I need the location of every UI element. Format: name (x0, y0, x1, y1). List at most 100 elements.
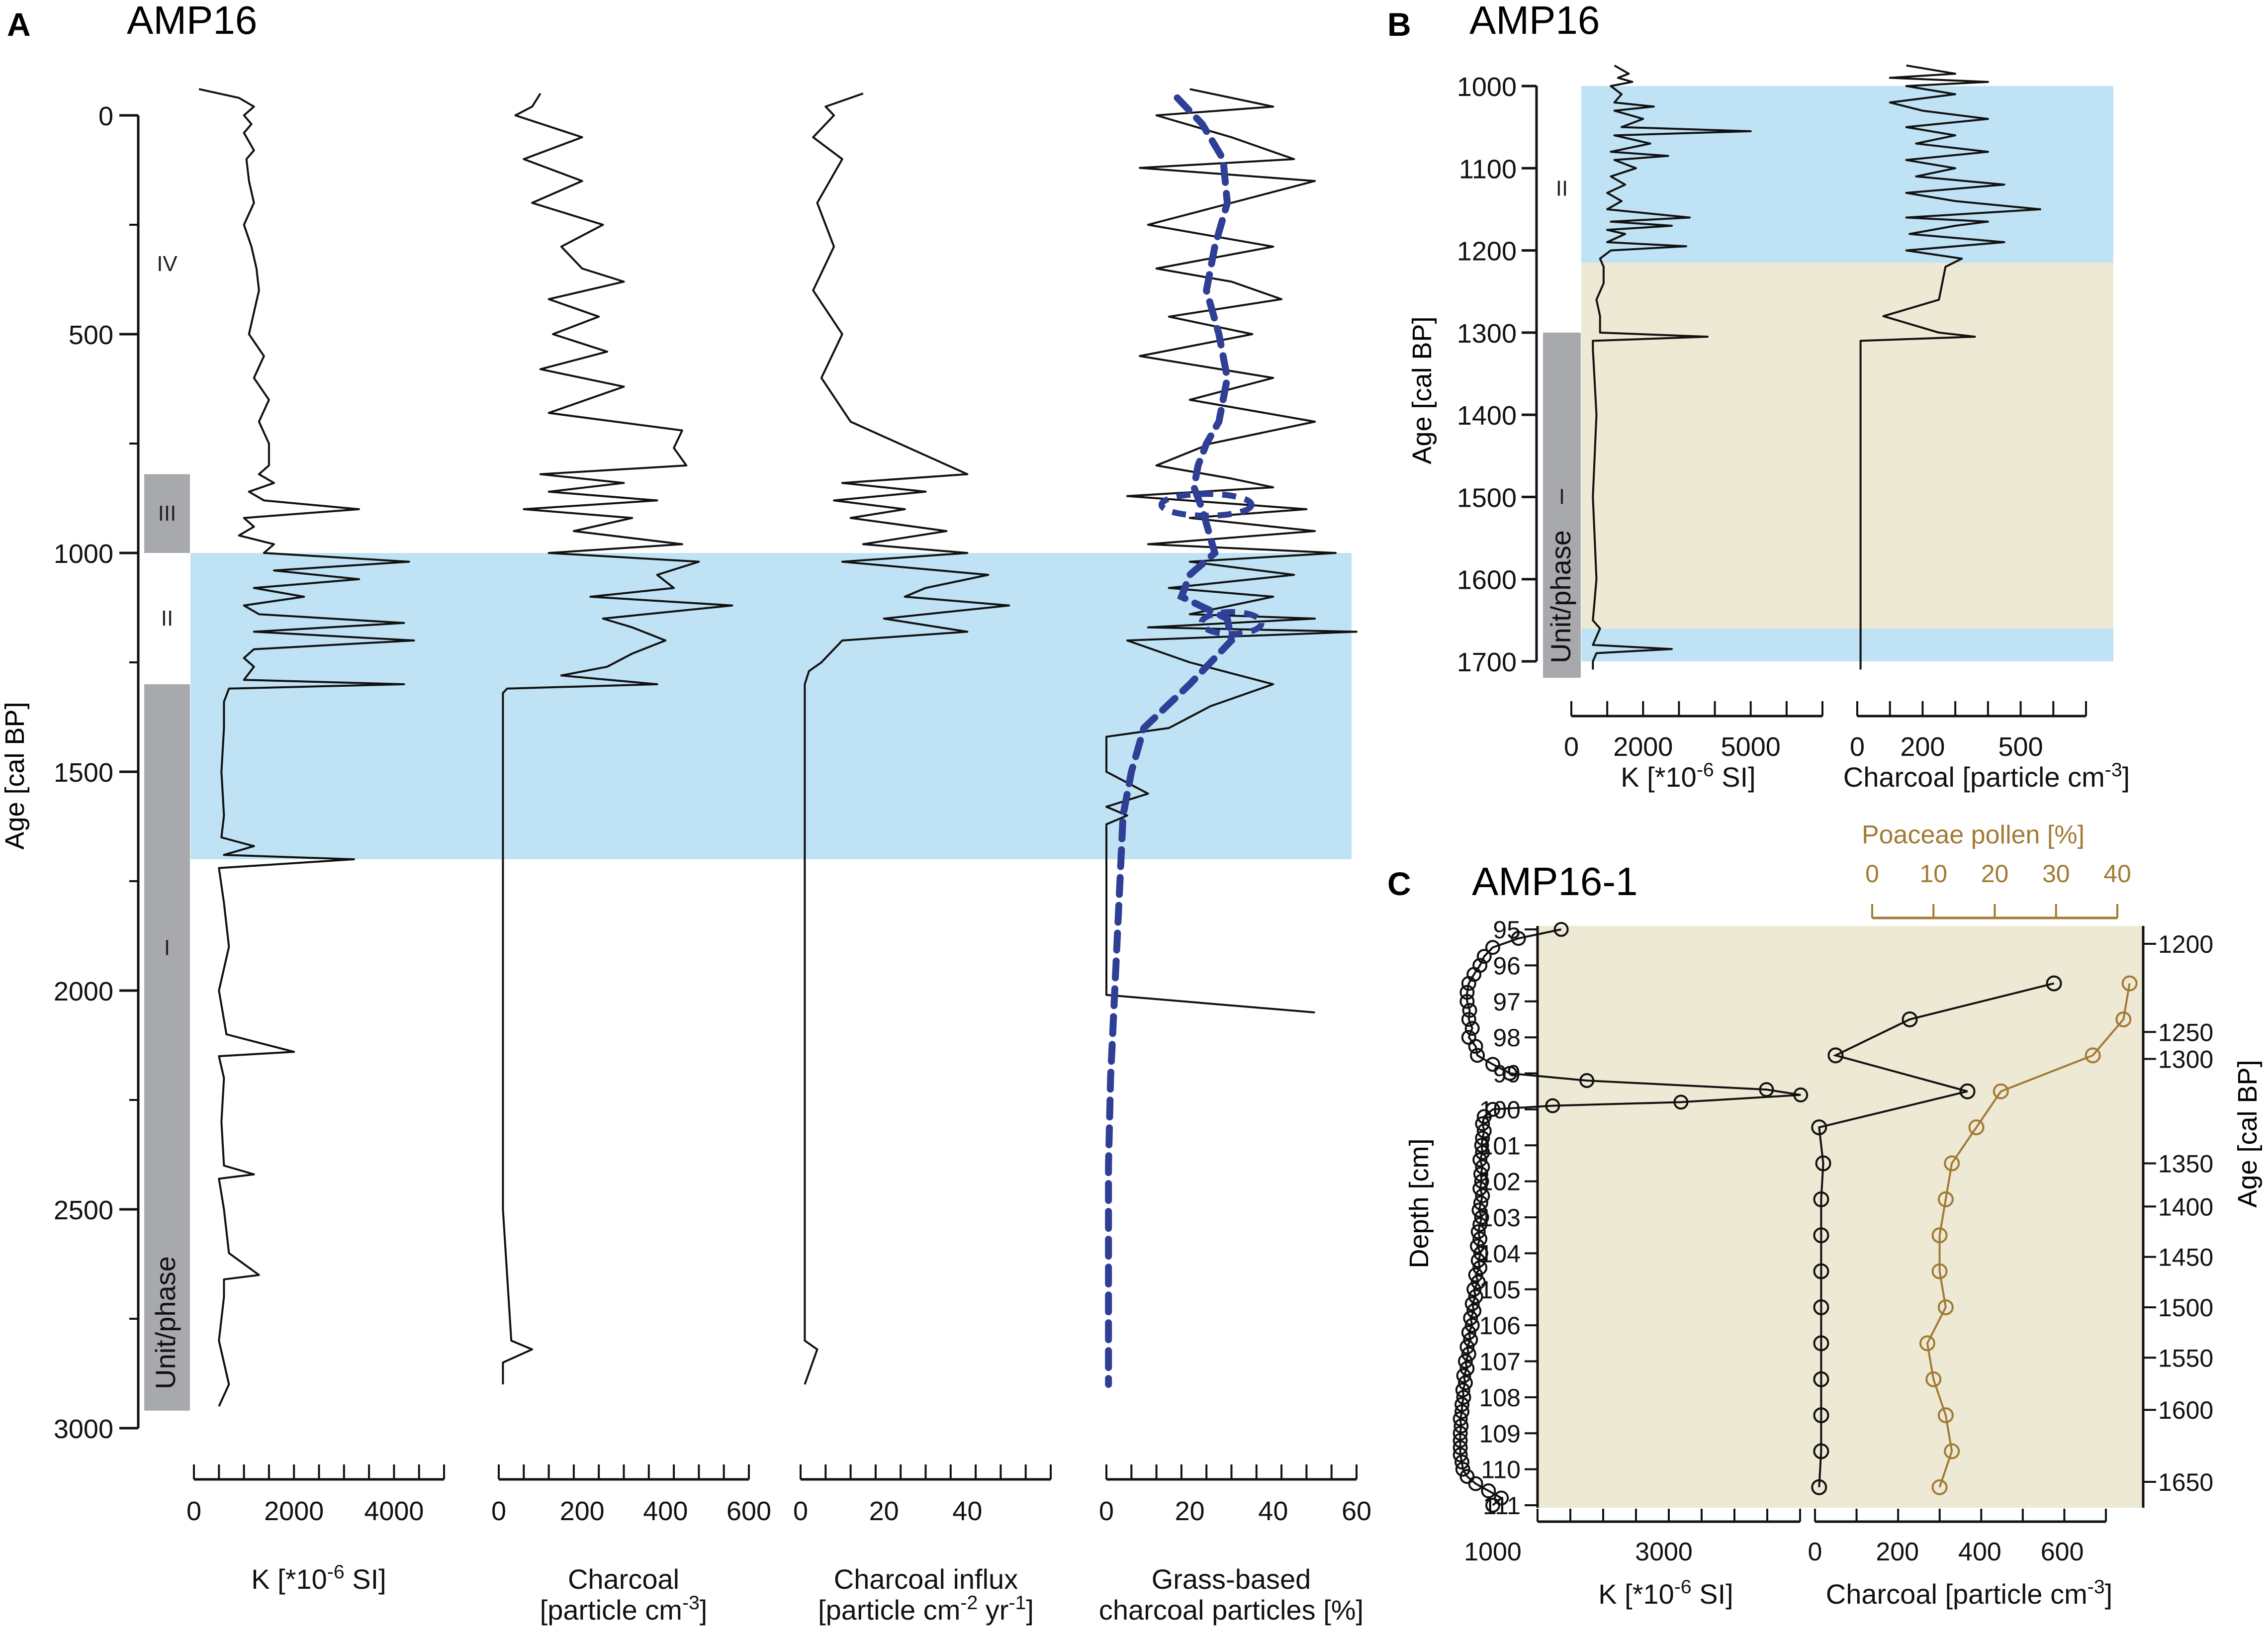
poaceae-tick-label: 0 (1865, 860, 1879, 888)
age-band-beige (1581, 263, 2113, 629)
k-point (1470, 1274, 1486, 1290)
k-point (1473, 1246, 1488, 1261)
y-tick-label: 1200 (1457, 237, 1517, 267)
k-point (1457, 1354, 1473, 1369)
y2-tick-label: 1200 (2158, 930, 2213, 958)
x-tick-label: 20 (869, 1496, 899, 1526)
y-tick-label: 0 (98, 101, 113, 131)
k-point (1471, 1202, 1487, 1218)
k-point (1470, 1224, 1486, 1239)
y-tick-label: 2000 (54, 977, 113, 1006)
x-axis-title-k-part: -6 (1674, 1576, 1692, 1598)
x-axis-title-grass-part: Grass-based (1152, 1563, 1311, 1595)
panel-c-title: AMP16-1 (1472, 859, 1637, 904)
charcoal-point (1827, 1047, 1844, 1064)
charcoal-point (2046, 975, 2062, 992)
charcoal-point (1959, 1083, 1976, 1099)
panel-c-plot: 9596979899100101102103104105106107108109… (1452, 860, 2213, 1610)
x-tick-label: 0 (1808, 1538, 1822, 1566)
k-point (1472, 1181, 1488, 1196)
k-point (1474, 1138, 1489, 1153)
poaceae-tick-label: 10 (1919, 860, 1947, 888)
y-tick-label: 3000 (54, 1414, 113, 1444)
k-point (1511, 931, 1526, 946)
series-grass (1105, 88, 1358, 1013)
x-axis-title-influx-part: -1 (1008, 1592, 1026, 1614)
charcoal-point (1813, 1299, 1829, 1315)
unit-label: III (158, 501, 177, 526)
k-point (1459, 1361, 1475, 1376)
y2-tick-label: 1350 (2158, 1150, 2213, 1178)
series-k (198, 88, 415, 1407)
y2-tick-label: 1600 (2158, 1396, 2213, 1424)
series-k (1592, 64, 1752, 670)
k-point (1472, 1152, 1488, 1168)
panel-a-plot: IVIIIIIIUnit/phase0500100015002000250030… (54, 88, 1371, 1626)
charcoal-point (1813, 1335, 1829, 1352)
x-tick-label: 600 (726, 1496, 771, 1526)
x-axis-title-k-part: K [*10 (1598, 1578, 1674, 1610)
y-tick-label: 1100 (1459, 154, 1517, 184)
k-point (1461, 1325, 1476, 1340)
y-tick-label: 1500 (1457, 483, 1517, 513)
x-tick-label: 200 (560, 1496, 605, 1526)
x-axis-title-charcoal-part: ] (2122, 761, 2130, 793)
k-point (1473, 1195, 1488, 1211)
age-highlight-band (190, 553, 1352, 859)
x-axis-title-charcoal-part: ] (2105, 1578, 2113, 1610)
poaceae-point (1944, 1443, 1960, 1459)
k-point (1464, 1318, 1480, 1333)
x-axis-title-k-line: K [*10-6 SI] (1621, 759, 1755, 793)
x-axis-title-charcoal-part: -3 (2087, 1576, 2105, 1598)
k-point (1475, 1130, 1490, 1146)
k-point (1454, 1397, 1470, 1412)
poaceae-tick-label: 30 (2042, 860, 2070, 888)
x-axis-title-influx-part: -2 (960, 1592, 978, 1614)
unit-label: I (1559, 484, 1565, 509)
poaceae-point (1919, 1335, 1935, 1352)
poaceae-point (2121, 975, 2138, 992)
x-axis-title-influx-part: [particle cm (818, 1594, 960, 1626)
charcoal-point (1813, 1371, 1829, 1387)
poaceae-point (1931, 1479, 1948, 1495)
trend-loop (1158, 491, 1255, 519)
k-point (1545, 1098, 1560, 1113)
unit-label: II (1556, 177, 1568, 201)
y-tick-label: 111 (1483, 1492, 1521, 1520)
k-point (1459, 1339, 1475, 1355)
plot-background (1538, 926, 2143, 1508)
series-charcoal (1818, 982, 2055, 1487)
x-axis-title-charcoal-part: Charcoal [particle cm (1843, 761, 2105, 793)
x-tick-label: 5000 (1721, 732, 1781, 762)
k-point (1475, 1145, 1490, 1160)
k-point (1461, 1011, 1476, 1027)
y-tick-label: 104 (1479, 1240, 1521, 1268)
k-point (1455, 1461, 1470, 1477)
x-tick-label: 40 (1258, 1496, 1288, 1526)
x-axis-title-grass-part: charcoal particles [%] (1099, 1594, 1363, 1626)
k-point (1455, 1382, 1470, 1398)
charcoal-point (1811, 1479, 1827, 1495)
unit-label: I (164, 935, 170, 960)
k-point (1476, 1109, 1492, 1124)
k-point (1470, 1048, 1485, 1063)
y-tick-label: 97 (1493, 988, 1521, 1016)
y2-tick-label: 1250 (2158, 1018, 2213, 1046)
y-tick-label: 96 (1493, 952, 1521, 980)
k-point (1470, 1253, 1486, 1268)
x-axis-title-charcoal-line: Charcoal [particle cm-3] (1826, 1576, 2112, 1610)
y-tick-label: 1300 (1457, 319, 1517, 349)
x-tick-label: 20 (1175, 1496, 1205, 1526)
y-tick-label: 500 (69, 320, 113, 350)
y2-tick-label: 1450 (2158, 1244, 2213, 1272)
charcoal-point (1815, 1155, 1831, 1172)
x-tick-label: 40 (952, 1496, 982, 1526)
k-point (1466, 1303, 1482, 1319)
x-axis-title-k-line: K [*10-6 SI] (251, 1561, 386, 1595)
k-point (1502, 1066, 1518, 1081)
x-axis-title-charcoal-part: -3 (682, 1592, 700, 1614)
poaceae-point (1925, 1371, 1942, 1387)
k-point (1474, 1174, 1489, 1189)
k-point (1452, 1426, 1468, 1441)
x-tick-label: 0 (793, 1496, 808, 1526)
